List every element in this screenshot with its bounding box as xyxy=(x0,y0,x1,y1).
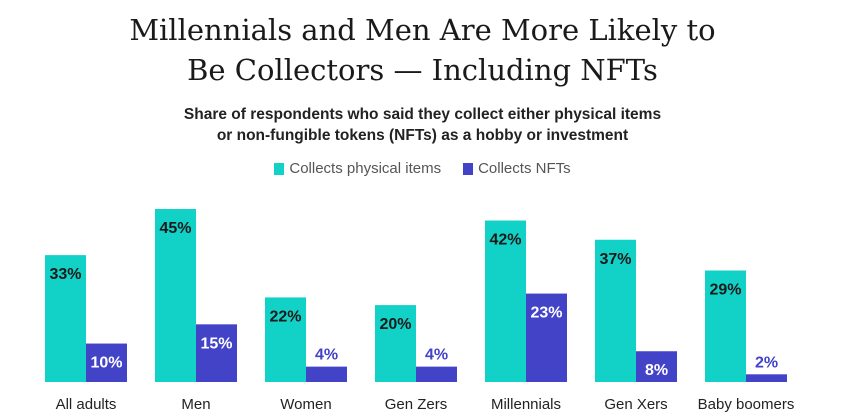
data-label-nfts-all-adults: 10% xyxy=(90,355,122,372)
category-label-all-adults: All adults xyxy=(56,396,117,413)
data-label-physical-women: 22% xyxy=(269,308,301,325)
bar-nfts-men xyxy=(196,324,237,382)
data-label-physical-millennials: 42% xyxy=(489,232,521,249)
bar-physical-gen-zers xyxy=(375,305,416,382)
bar-physical-baby-boomers xyxy=(705,270,746,382)
bar-nfts-millennials xyxy=(526,293,567,382)
data-label-nfts-gen-zers: 4% xyxy=(425,347,448,364)
data-label-nfts-gen-xers: 8% xyxy=(645,362,668,379)
category-label-men: Men xyxy=(181,396,210,413)
legend-swatch-nfts xyxy=(463,162,474,175)
category-label-women: Women xyxy=(280,396,331,413)
data-label-physical-all-adults: 33% xyxy=(49,266,81,283)
legend-item-nfts: Collects NFTs xyxy=(463,160,571,177)
bar-physical-gen-xers xyxy=(595,239,636,382)
bar-physical-women xyxy=(265,297,306,382)
data-label-nfts-baby-boomers: 2% xyxy=(755,354,778,371)
data-label-nfts-millennials: 23% xyxy=(530,305,562,322)
data-label-physical-baby-boomers: 29% xyxy=(709,282,741,299)
chart-title-line-2: Be Collectors — Including NFTs xyxy=(187,53,658,87)
legend-label-physical: Collects physical items xyxy=(289,160,442,177)
bar-nfts-women xyxy=(306,366,347,382)
category-label-gen-xers: Gen Xers xyxy=(604,396,667,413)
category-label-gen-zers: Gen Zers xyxy=(385,396,448,413)
bar-physical-all-adults xyxy=(45,255,86,382)
data-label-physical-gen-xers: 37% xyxy=(599,251,631,268)
category-label-baby-boomers: Baby boomers xyxy=(698,396,795,413)
category-label-millennials: Millennials xyxy=(491,396,561,413)
chart-subtitle-line-1: Share of respondents who said they colle… xyxy=(183,106,662,123)
bar-nfts-gen-zers xyxy=(416,366,457,382)
data-label-nfts-women: 4% xyxy=(315,347,338,364)
chart-legend: Collects physical items Collects NFTs xyxy=(0,160,845,177)
legend-swatch-physical xyxy=(274,162,285,175)
chart-subtitle-line-2: or non-fungible tokens (NFTs) as a hobby… xyxy=(216,127,629,144)
data-label-nfts-men: 15% xyxy=(200,335,232,352)
bar-nfts-all-adults xyxy=(86,343,127,382)
legend-label-nfts: Collects NFTs xyxy=(478,160,571,177)
data-label-physical-gen-zers: 20% xyxy=(379,316,411,333)
legend-item-physical: Collects physical items xyxy=(274,160,441,177)
bar-nfts-gen-xers xyxy=(636,351,677,382)
data-label-physical-men: 45% xyxy=(159,220,191,237)
chart-title-line-1: Millennials and Men Are More Likely to xyxy=(129,13,716,47)
bar-nfts-baby-boomers xyxy=(746,374,787,382)
bar-physical-millennials xyxy=(485,220,526,382)
bar-physical-men xyxy=(155,209,196,382)
